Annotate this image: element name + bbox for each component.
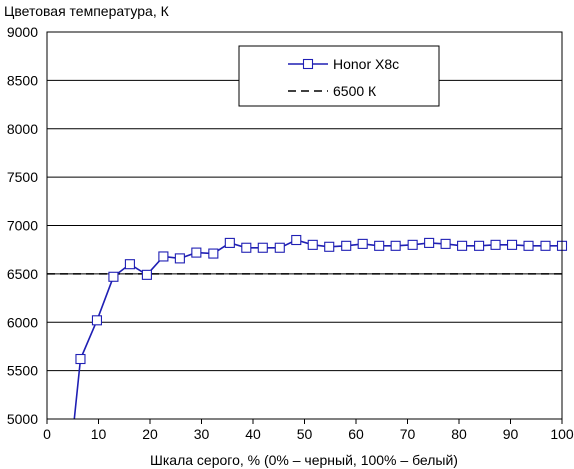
data-point — [424, 237, 435, 248]
data-point — [307, 239, 318, 250]
data-point — [208, 248, 219, 259]
y-axis-title: Цветовая температура, К — [4, 3, 170, 19]
legend: Honor X8c 6500 К — [238, 45, 440, 107]
data-point — [324, 241, 335, 252]
data-point — [257, 242, 268, 253]
data-point — [91, 315, 103, 326]
x-tick-label: 90 — [503, 426, 519, 442]
data-point — [523, 240, 534, 251]
data-point — [158, 251, 169, 262]
data-point — [274, 242, 285, 253]
data-point — [440, 238, 451, 249]
x-tick-label: 20 — [142, 426, 158, 442]
data-point — [374, 240, 385, 251]
data-point — [141, 269, 152, 280]
plot-frame — [46, 31, 563, 420]
data-point — [241, 242, 252, 253]
x-tick-label: 60 — [348, 426, 364, 442]
data-point — [506, 239, 518, 250]
data-point — [540, 240, 551, 251]
data-point — [291, 234, 302, 246]
y-tick-label: 8000 — [7, 121, 38, 137]
data-point — [390, 240, 401, 251]
data-point — [124, 259, 135, 270]
legend-label-honor-x8c: Honor X8c — [333, 56, 399, 72]
data-point — [174, 253, 185, 264]
data-point — [490, 239, 501, 250]
legend-marker-honor-x8c — [302, 58, 314, 70]
x-tick-label: 50 — [297, 426, 313, 442]
x-tick-labels: 0 10 20 30 40 50 60 70 80 90 100 — [43, 426, 574, 442]
x-tick-label: 40 — [245, 426, 261, 442]
y-tick-label: 5500 — [7, 363, 38, 379]
data-point — [341, 240, 352, 251]
x-tick-label: 0 — [43, 426, 51, 442]
honor-x8c-line — [73, 239, 562, 419]
y-tick-label: 6000 — [7, 314, 38, 330]
x-tick-label: 80 — [451, 426, 467, 442]
legend-box — [238, 45, 440, 107]
x-tick-label: 10 — [91, 426, 107, 442]
legend-label-6500k: 6500 К — [333, 83, 377, 99]
series-layer — [47, 234, 568, 419]
x-tick-label: 70 — [400, 426, 416, 442]
data-point — [108, 271, 119, 282]
y-tick-label: 5000 — [7, 411, 38, 427]
data-point — [407, 239, 418, 250]
y-tick-labels: 5000 5500 6000 6500 7000 7500 8000 8500 9000 — [7, 24, 38, 427]
x-tick-label: 30 — [194, 426, 210, 442]
data-point — [224, 237, 235, 248]
x-axis-title: Шкала серого, % (0% – черный, 100% – бел… — [150, 452, 458, 468]
data-point — [474, 240, 485, 251]
data-point — [357, 238, 368, 249]
y-tick-label: 6500 — [7, 266, 38, 282]
y-tick-label: 7500 — [7, 169, 38, 185]
data-point — [191, 247, 202, 258]
data-point — [75, 353, 86, 365]
y-tick-label: 8500 — [7, 72, 38, 88]
x-tick-label: 100 — [550, 426, 574, 442]
y-tick-label: 9000 — [7, 24, 38, 40]
y-tick-label: 7000 — [7, 218, 38, 234]
data-point — [457, 240, 468, 251]
